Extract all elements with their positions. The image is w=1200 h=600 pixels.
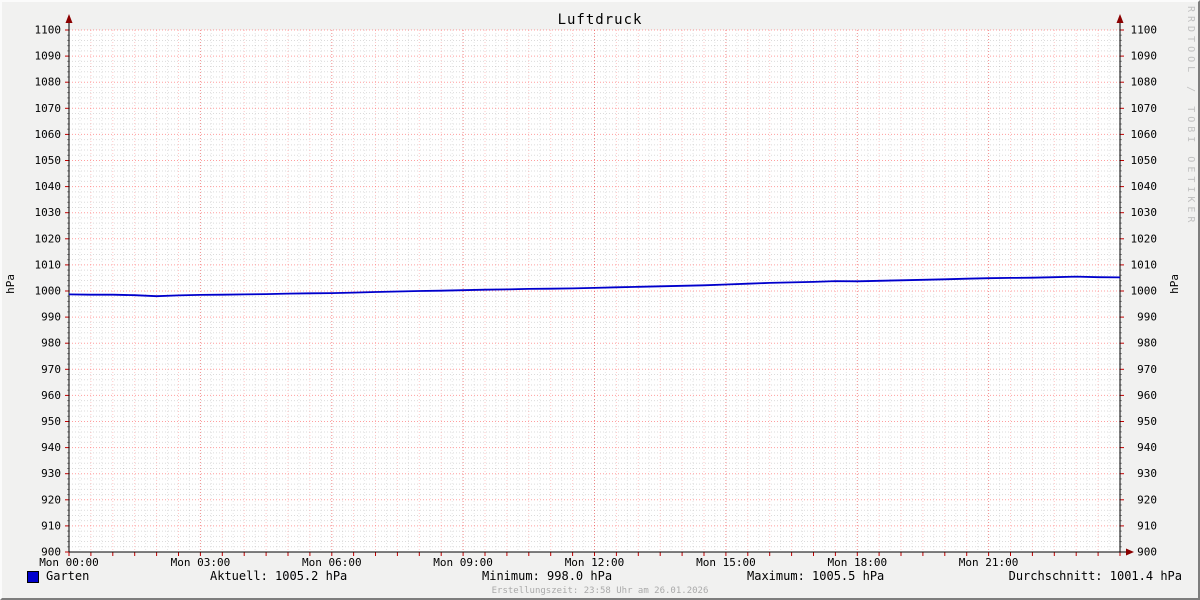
y-axis-label-left: hPa [4, 274, 17, 294]
svg-text:950: 950 [1137, 415, 1157, 428]
y-axis-label-right: hPa [1168, 274, 1181, 294]
svg-text:900: 900 [41, 546, 61, 559]
svg-text:970: 970 [1137, 363, 1157, 376]
svg-text:Mon 09:00: Mon 09:00 [433, 556, 493, 569]
svg-text:Mon 03:00: Mon 03:00 [171, 556, 231, 569]
svg-text:990: 990 [1137, 311, 1157, 324]
svg-text:Mon 06:00: Mon 06:00 [302, 556, 362, 569]
stat-minimum: Minimum: 998.0 hPa [482, 569, 613, 583]
svg-text:1080: 1080 [1131, 76, 1158, 89]
svg-text:1010: 1010 [35, 258, 62, 271]
svg-text:1050: 1050 [35, 154, 62, 167]
rrdtool-watermark: RRDTOOL / TOBI OETIKER [1185, 6, 1196, 227]
svg-text:1040: 1040 [35, 180, 62, 193]
svg-text:910: 910 [41, 519, 61, 532]
svg-text:1000: 1000 [35, 285, 62, 298]
svg-text:1060: 1060 [1131, 128, 1158, 141]
svg-text:980: 980 [41, 337, 61, 350]
stat-maximum: Maximum: 1005.5 hPa [747, 569, 885, 583]
legend-stats-row: Garten Aktuell: 1005.2 hPa Minimum: 998.… [2, 569, 1198, 585]
svg-text:960: 960 [41, 389, 61, 402]
chart-title: Luftdruck [557, 12, 643, 28]
svg-text:Mon 15:00: Mon 15:00 [696, 556, 756, 569]
svg-text:980: 980 [1137, 337, 1157, 350]
svg-text:1050: 1050 [1131, 154, 1158, 167]
series-color-swatch [27, 571, 39, 583]
svg-text:Mon 12:00: Mon 12:00 [565, 556, 625, 569]
svg-text:1030: 1030 [35, 206, 62, 219]
svg-text:940: 940 [1137, 441, 1157, 454]
stat-average: Durchschnitt: 1001.4 hPa [1008, 569, 1182, 583]
svg-text:930: 930 [41, 467, 61, 480]
svg-text:1020: 1020 [35, 232, 62, 245]
stat-current: Aktuell: 1005.2 hPa [210, 569, 348, 583]
svg-text:Mon 18:00: Mon 18:00 [827, 556, 887, 569]
svg-text:1100: 1100 [1131, 24, 1158, 37]
svg-text:1070: 1070 [1131, 102, 1158, 115]
svg-text:940: 940 [41, 441, 61, 454]
svg-text:1030: 1030 [1131, 206, 1158, 219]
svg-text:1070: 1070 [35, 102, 62, 115]
svg-text:930: 930 [1137, 467, 1157, 480]
svg-text:1020: 1020 [1131, 232, 1158, 245]
creation-timestamp: Erstellungszeit: 23:58 Uhr am 26.01.2026 [491, 586, 709, 596]
svg-text:1090: 1090 [35, 50, 62, 63]
series-legend-label: Garten [46, 569, 90, 583]
svg-text:1100: 1100 [35, 24, 62, 37]
svg-text:1090: 1090 [1131, 50, 1158, 63]
svg-text:920: 920 [41, 493, 61, 506]
svg-text:1080: 1080 [35, 76, 62, 89]
svg-text:Mon 21:00: Mon 21:00 [959, 556, 1019, 569]
svg-text:1060: 1060 [35, 128, 62, 141]
svg-text:910: 910 [1137, 519, 1157, 532]
svg-text:920: 920 [1137, 493, 1157, 506]
svg-text:990: 990 [41, 311, 61, 324]
svg-text:900: 900 [1137, 546, 1157, 559]
svg-text:Mon 00:00: Mon 00:00 [39, 556, 99, 569]
svg-text:1000: 1000 [1131, 285, 1158, 298]
svg-text:950: 950 [41, 415, 61, 428]
svg-text:960: 960 [1137, 389, 1157, 402]
svg-text:1040: 1040 [1131, 180, 1158, 193]
svg-text:1010: 1010 [1131, 258, 1158, 271]
svg-text:970: 970 [41, 363, 61, 376]
